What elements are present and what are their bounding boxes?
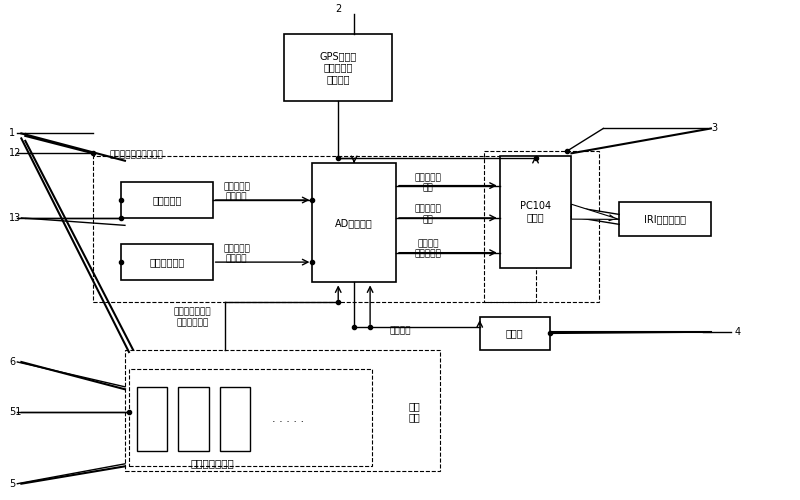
Text: 4: 4	[735, 327, 741, 337]
Text: 驱动脉冲: 驱动脉冲	[390, 326, 410, 336]
Text: 车体
底架: 车体 底架	[409, 401, 420, 422]
Text: 三支陀螺仪: 三支陀螺仪	[152, 195, 182, 205]
Text: 1: 1	[10, 128, 15, 138]
Bar	[500, 156, 571, 268]
Text: 6: 6	[10, 357, 15, 367]
Text: 2: 2	[335, 4, 342, 14]
Text: · · · · ·: · · · · ·	[273, 416, 305, 426]
Bar	[484, 151, 599, 302]
Text: 3: 3	[711, 124, 717, 134]
Bar	[178, 387, 209, 452]
Bar	[129, 370, 372, 466]
Text: 多路激光位移传
感器电压信号: 多路激光位移传 感器电压信号	[174, 308, 211, 327]
Text: IRI平整度指数: IRI平整度指数	[644, 214, 686, 224]
Text: 里程仪: 里程仪	[506, 328, 524, 338]
Bar	[285, 34, 392, 101]
Bar	[137, 387, 167, 452]
Text: 激光路面测距仪: 激光路面测距仪	[190, 458, 234, 468]
Text: 激光位移
传感器信号: 激光位移 传感器信号	[414, 239, 442, 258]
Bar	[121, 182, 213, 218]
Text: 12: 12	[10, 148, 22, 158]
Text: GPS接收机
（测量位置
和速度）: GPS接收机 （测量位置 和速度）	[319, 51, 357, 84]
Bar	[312, 163, 396, 282]
Text: 5: 5	[10, 478, 16, 488]
Bar	[619, 202, 711, 236]
Polygon shape	[571, 204, 619, 220]
Text: 位置和速度
信息: 位置和速度 信息	[414, 174, 442, 193]
Text: 三支加速度计: 三支加速度计	[149, 257, 185, 267]
Text: PC104
计算机: PC104 计算机	[520, 201, 551, 222]
Text: 光纤陀螺的
电压信号: 光纤陀螺的 电压信号	[223, 182, 250, 202]
Bar	[480, 318, 550, 350]
Text: 13: 13	[10, 213, 22, 223]
Text: 51: 51	[10, 406, 22, 416]
Text: 加速度计的
电流信号: 加速度计的 电流信号	[223, 244, 250, 264]
Text: 陀螺、加计
信号: 陀螺、加计 信号	[414, 204, 442, 224]
Bar	[93, 156, 535, 302]
Bar	[220, 387, 250, 452]
Text: AD采集板卡: AD采集板卡	[335, 218, 373, 228]
Bar	[125, 350, 440, 472]
Bar	[121, 244, 213, 280]
Text: 光纤陀螺惯性测量单元: 光纤陀螺惯性测量单元	[109, 151, 162, 160]
